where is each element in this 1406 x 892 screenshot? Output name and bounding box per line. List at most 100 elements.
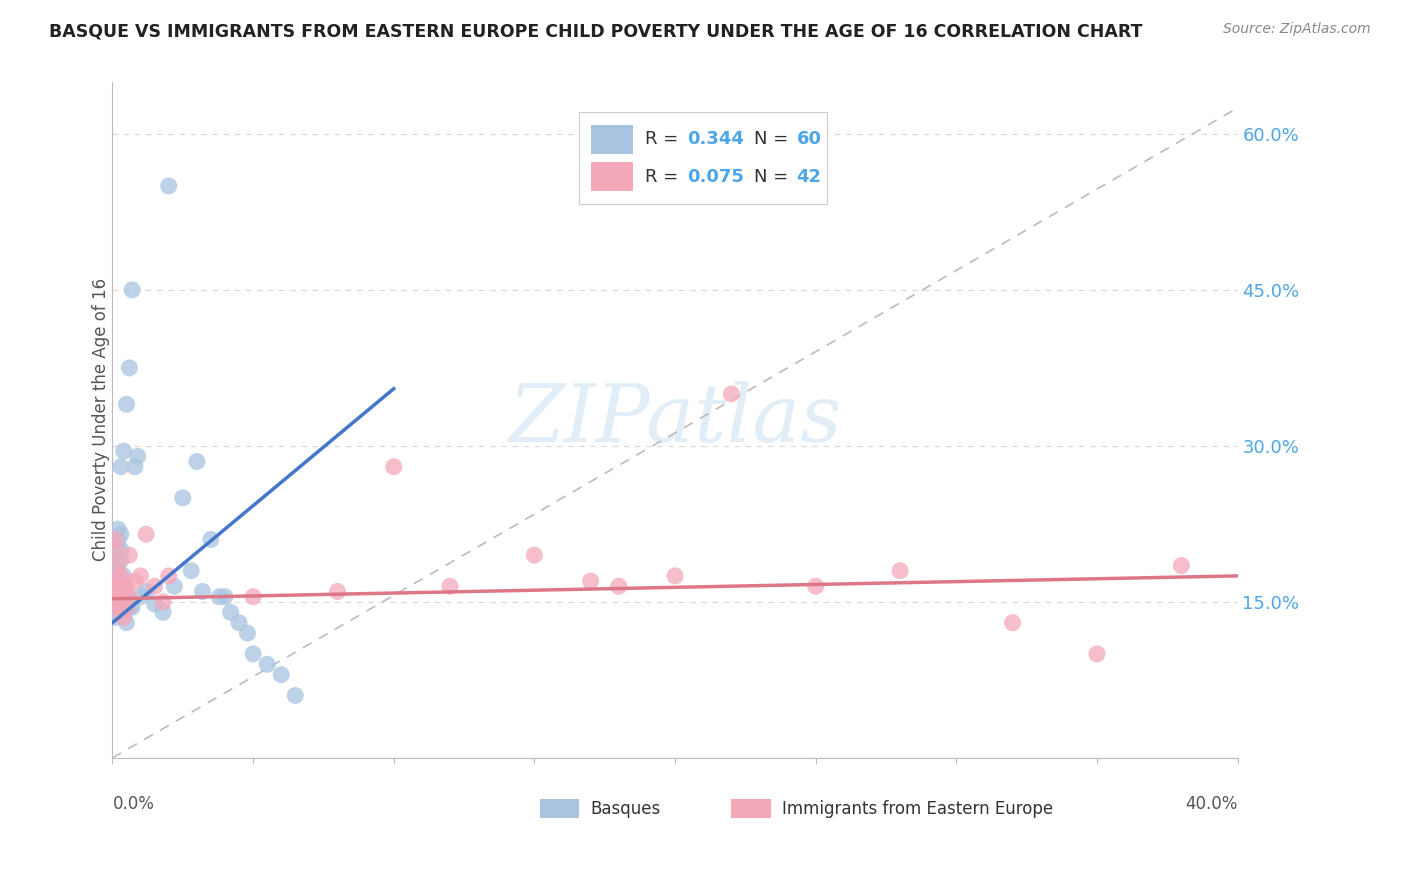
Point bbox=[104, 574, 127, 588]
Point bbox=[236, 626, 259, 640]
Point bbox=[115, 615, 138, 630]
Point bbox=[110, 605, 132, 619]
Point bbox=[110, 605, 132, 619]
Point bbox=[523, 548, 546, 562]
Bar bbox=[591, 125, 633, 153]
Point bbox=[110, 459, 132, 474]
Point bbox=[284, 689, 307, 703]
Point bbox=[242, 647, 264, 661]
Point bbox=[124, 574, 146, 588]
Point bbox=[107, 595, 129, 609]
Text: N =: N = bbox=[754, 168, 794, 186]
Point bbox=[127, 450, 149, 464]
Point bbox=[439, 579, 461, 593]
Point bbox=[172, 491, 194, 505]
Text: R =: R = bbox=[645, 130, 683, 148]
Point bbox=[135, 527, 157, 541]
Point bbox=[121, 600, 143, 615]
Point bbox=[186, 454, 208, 468]
Point bbox=[104, 564, 127, 578]
Point bbox=[135, 584, 157, 599]
Point bbox=[112, 579, 135, 593]
Text: 42: 42 bbox=[797, 168, 821, 186]
Point bbox=[242, 590, 264, 604]
Point bbox=[107, 600, 129, 615]
Point bbox=[104, 569, 127, 583]
Y-axis label: Child Poverty Under the Age of 16: Child Poverty Under the Age of 16 bbox=[93, 278, 110, 561]
Bar bbox=[731, 799, 770, 818]
Point bbox=[115, 590, 138, 604]
Point bbox=[382, 459, 405, 474]
Point bbox=[157, 569, 180, 583]
Point bbox=[118, 548, 141, 562]
Point bbox=[143, 597, 166, 611]
Point bbox=[107, 572, 129, 586]
Point bbox=[112, 610, 135, 624]
Point bbox=[208, 590, 231, 604]
Point bbox=[191, 584, 214, 599]
Point bbox=[121, 283, 143, 297]
Text: Basques: Basques bbox=[591, 799, 661, 818]
Point bbox=[118, 590, 141, 604]
Point bbox=[112, 590, 135, 604]
Point bbox=[200, 533, 222, 547]
Point bbox=[112, 579, 135, 593]
Point bbox=[129, 569, 152, 583]
Text: ZIPatlas: ZIPatlas bbox=[509, 381, 842, 458]
Point bbox=[104, 579, 127, 593]
Point bbox=[107, 590, 129, 604]
Point bbox=[112, 569, 135, 583]
Point bbox=[664, 569, 686, 583]
Point bbox=[804, 579, 827, 593]
Point bbox=[720, 387, 742, 401]
Point bbox=[228, 615, 250, 630]
Point bbox=[180, 564, 202, 578]
Point bbox=[115, 579, 138, 593]
Point bbox=[107, 558, 129, 573]
Point bbox=[107, 542, 129, 557]
Point bbox=[104, 603, 127, 617]
Point bbox=[110, 527, 132, 541]
Point bbox=[107, 533, 129, 547]
Point bbox=[579, 574, 602, 588]
Point bbox=[1001, 615, 1024, 630]
Point bbox=[110, 579, 132, 593]
Point bbox=[115, 600, 138, 615]
Point bbox=[107, 582, 129, 597]
Bar bbox=[591, 162, 633, 191]
Point bbox=[143, 579, 166, 593]
Point bbox=[107, 586, 129, 600]
Text: 60: 60 bbox=[797, 130, 821, 148]
Point bbox=[104, 597, 127, 611]
Text: R =: R = bbox=[645, 168, 683, 186]
Point bbox=[110, 553, 132, 567]
Point bbox=[107, 584, 129, 599]
Point bbox=[104, 558, 127, 573]
Point bbox=[104, 533, 127, 547]
Point bbox=[118, 600, 141, 615]
Point bbox=[104, 584, 127, 599]
Text: 0.344: 0.344 bbox=[688, 130, 744, 148]
Text: N =: N = bbox=[754, 130, 794, 148]
Point bbox=[104, 590, 127, 604]
Point bbox=[110, 597, 132, 611]
Point bbox=[107, 522, 129, 536]
Point bbox=[110, 569, 132, 583]
Text: 40.0%: 40.0% bbox=[1185, 795, 1237, 814]
Point bbox=[270, 667, 292, 681]
Point bbox=[104, 542, 127, 557]
Point bbox=[104, 595, 127, 609]
FancyBboxPatch shape bbox=[579, 112, 827, 203]
Point bbox=[104, 610, 127, 624]
Point bbox=[107, 576, 129, 591]
Point bbox=[219, 605, 242, 619]
Text: 0.0%: 0.0% bbox=[112, 795, 155, 814]
Point bbox=[152, 605, 174, 619]
Point bbox=[104, 584, 127, 599]
Text: Source: ZipAtlas.com: Source: ZipAtlas.com bbox=[1223, 22, 1371, 37]
Text: Immigrants from Eastern Europe: Immigrants from Eastern Europe bbox=[782, 799, 1053, 818]
Point bbox=[112, 590, 135, 604]
Point bbox=[110, 590, 132, 604]
Bar bbox=[540, 799, 579, 818]
Point bbox=[1170, 558, 1192, 573]
